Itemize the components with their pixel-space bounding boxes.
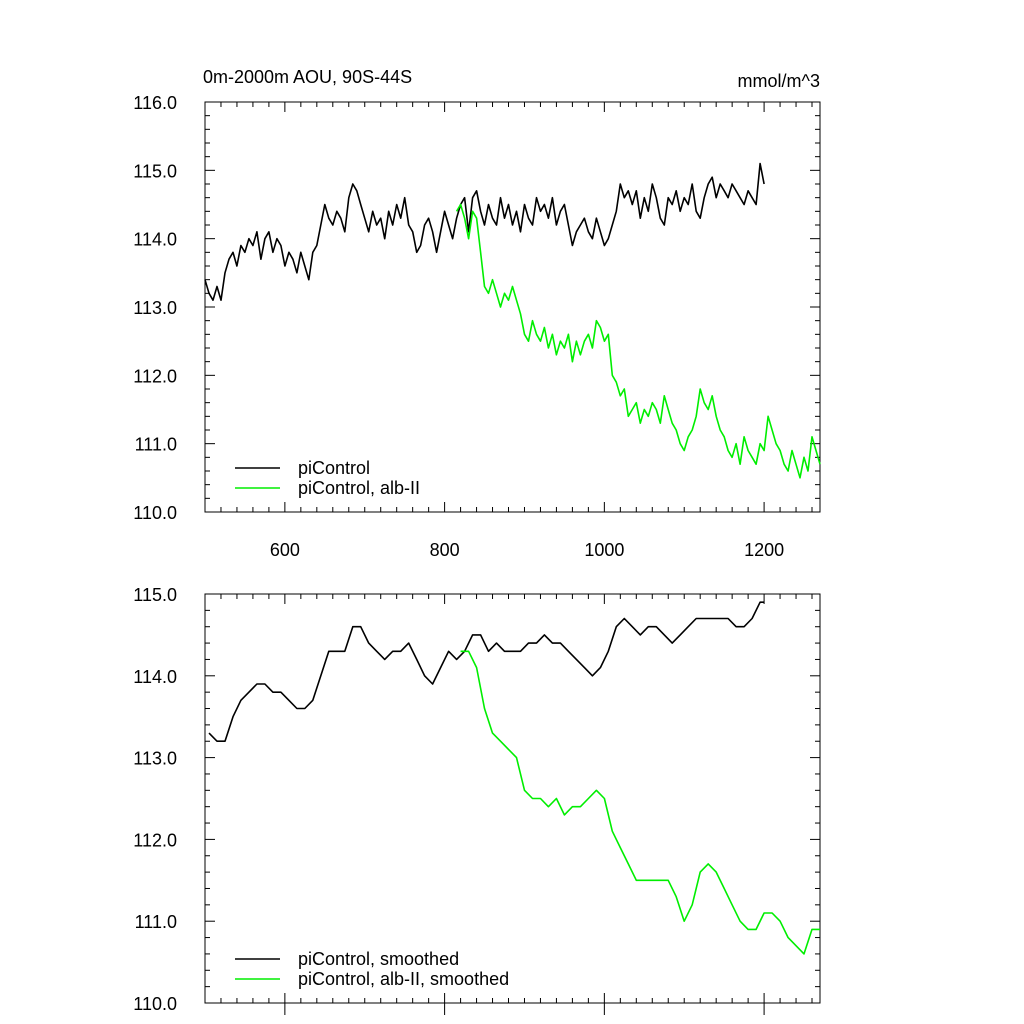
y-tick-label: 113.0 <box>133 749 177 769</box>
top-panel-title: 0m-2000m AOU, 90S-44S <box>203 67 412 87</box>
x-tick-label: 1000 <box>584 540 624 560</box>
y-tick-label: 111.0 <box>135 912 177 932</box>
bottom-panel: 110.0 111.0 112.0 113.0 114.0 115.0 piControl… <box>133 585 821 1015</box>
x-tick-label: 800 <box>430 540 460 560</box>
x-tick-label: 1200 <box>744 540 784 560</box>
y-tick-label: 115.0 <box>133 161 177 181</box>
y-tick-label: 110.0 <box>133 994 177 1014</box>
y-tick-label: 115.0 <box>133 585 177 605</box>
bottom-panel-axes: 110.0 111.0 112.0 113.0 114.0 115.0 <box>133 585 821 1015</box>
y-tick-label: 110.0 <box>133 503 177 523</box>
top-panel-units: mmol/m^3 <box>738 71 820 91</box>
top-panel: 0m-2000m AOU, 90S-44S mmol/m^3 600 800 100… <box>133 67 821 560</box>
y-tick-label: 112.0 <box>133 830 177 850</box>
legend-label-0: piControl <box>298 458 370 478</box>
legend-label-0: piControl, smoothed <box>298 949 459 969</box>
series-line-0 <box>208 601 765 743</box>
series-line-1 <box>460 650 820 955</box>
plot-frame <box>204 593 821 1004</box>
top-panel-series <box>204 162 821 479</box>
y-tick-label: 111.0 <box>135 435 177 455</box>
legend-label-1: piControl, alb-II <box>298 478 420 498</box>
y-tick-label: 114.0 <box>133 667 177 687</box>
x-tick-label: 600 <box>270 540 300 560</box>
y-tick-label: 112.0 <box>133 366 177 386</box>
bottom-panel-series <box>208 601 820 955</box>
series-line-0 <box>204 162 765 302</box>
top-panel-axes: 600 800 1000 1200 110.0 111.0 112.0 113.0 114.0 1… <box>133 93 821 560</box>
legend-label-1: piControl, alb-II, smoothed <box>298 969 509 989</box>
y-tick-label: 114.0 <box>133 230 177 250</box>
series-line-1 <box>455 203 821 479</box>
y-tick-label: 116.0 <box>133 93 177 113</box>
y-tick-label: 113.0 <box>133 298 177 318</box>
